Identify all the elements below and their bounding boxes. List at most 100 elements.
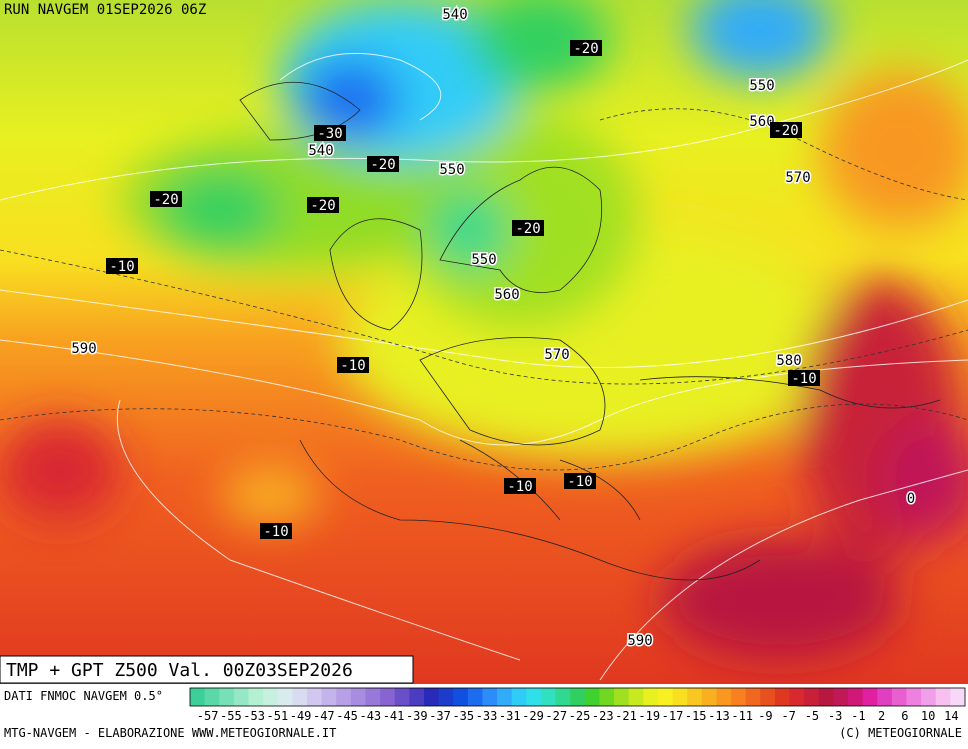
temperature-label-box <box>367 156 399 172</box>
temperature-label: -10 <box>109 259 134 275</box>
colorbar-swatch <box>731 688 747 706</box>
height-label: 570 <box>785 170 810 186</box>
temperature-label: -20 <box>370 157 395 173</box>
colorbar-swatch <box>526 688 542 706</box>
colorbar-tick-label: -53 <box>243 709 265 723</box>
colorbar-swatch <box>891 688 908 706</box>
colorbar-swatch <box>716 688 732 706</box>
colorbar-swatch <box>292 688 308 706</box>
temperature-label-box <box>564 473 596 489</box>
credit-label: MTG-NAVGEM - ELABORAZIONE WWW.METEOGIORN… <box>4 726 336 740</box>
colorbar-swatch <box>263 688 279 706</box>
temperature-label: -30 <box>317 126 342 142</box>
temperature-label-box <box>307 197 339 213</box>
colorbar-swatch <box>219 688 235 706</box>
colorbar-swatch <box>584 688 600 706</box>
colorbar-swatch <box>672 688 688 706</box>
colorbar-swatch <box>628 688 644 706</box>
colorbar-tick-label: -15 <box>685 709 707 723</box>
height-label: 580 <box>776 353 801 369</box>
colorbar-swatch <box>555 688 571 706</box>
map <box>0 0 968 684</box>
colorbar-tick-label: -39 <box>406 709 428 723</box>
temperature-label-box <box>788 370 820 386</box>
colorbar-swatch <box>804 688 820 706</box>
colorbar-swatch <box>511 688 527 706</box>
colorbar-tick-label: -23 <box>592 709 614 723</box>
colorbar-tick-label: 2 <box>878 709 885 723</box>
colorbar-tick-label: -35 <box>452 709 474 723</box>
colorbar-swatch <box>643 688 659 706</box>
colorbar-frame <box>189 687 966 707</box>
colorbar-swatch <box>350 688 366 706</box>
colorbar-tick-label: -3 <box>828 709 842 723</box>
height-label: 550 <box>749 78 774 94</box>
height-label: 560 <box>494 287 519 303</box>
temperature-label-box <box>512 220 544 236</box>
temperature-label-box <box>106 258 138 274</box>
height-label: 590 <box>627 633 652 649</box>
colorbar-tick-label: 10 <box>921 709 935 723</box>
colorbar-swatch <box>833 688 849 706</box>
colorbar-tick-label: -37 <box>429 709 451 723</box>
colorbar-tick-label: -7 <box>781 709 795 723</box>
height-label: 560 <box>749 114 774 130</box>
temperature-label: -20 <box>573 41 598 57</box>
colorbar-tick-label: -1 <box>851 709 865 723</box>
colorbar-tick-label: -9 <box>758 709 772 723</box>
colorbar-swatch <box>906 688 922 706</box>
colorbar-tick-label: -27 <box>545 709 567 723</box>
colorbar-tick-label: 6 <box>901 709 908 723</box>
colorbar-tick-label: 14 <box>944 709 958 723</box>
colorbar-swatch <box>921 688 937 706</box>
colorbar-tick-label: -43 <box>359 709 381 723</box>
colorbar-swatch <box>614 688 630 706</box>
colorbar-tick-label: -33 <box>476 709 498 723</box>
temperature-label: -10 <box>263 524 288 540</box>
colorbar-swatch <box>774 688 791 706</box>
colorbar-tick-label: -49 <box>290 709 312 723</box>
height-label: 540 <box>308 143 333 159</box>
colorbar-swatch <box>862 688 878 706</box>
temperature-label-box <box>770 122 802 138</box>
height-label: 540 <box>442 7 467 23</box>
colorbar-tick-label: -41 <box>383 709 405 723</box>
chart-title: TMP + GPT Z500 Val. 00Z03SEP2026 <box>6 660 353 681</box>
height-label: 570 <box>544 347 569 363</box>
colorbar-swatch <box>365 688 381 706</box>
temperature-label: -20 <box>310 198 335 214</box>
colorbar: -57 -55 -53 -51 -49 -47 -45 -43 -41 -39 -37 -35 -33-… <box>189 687 966 723</box>
temperature-label: -10 <box>340 358 365 374</box>
colorbar-swatch <box>277 688 293 706</box>
height-label: 550 <box>471 252 496 268</box>
colorbar-tick-label: -55 <box>220 709 242 723</box>
colorbar-tick-label: -57 <box>197 709 219 723</box>
colorbar-tick-label: -51 <box>267 709 289 723</box>
temperature-label-box <box>150 191 182 207</box>
temperature-label: -20 <box>773 123 798 139</box>
colorbar-swatch <box>848 688 864 706</box>
colorbar-swatch <box>482 688 498 706</box>
colorbar-tick-label: -25 <box>569 709 591 723</box>
colorbar-swatch <box>599 688 615 706</box>
run-label: RUN NAVGEM 01SEP2026 06Z <box>4 2 206 18</box>
temperature-label: -20 <box>515 221 540 237</box>
contour-labels: 540 540 550 550 560 570 550 560 570 590 580 590 -20 -… <box>70 6 917 651</box>
temperature-label-box <box>504 478 536 494</box>
copyright-label: (C) METEOGIORNALE <box>839 726 962 740</box>
colorbar-swatch <box>687 688 703 706</box>
colorbar-swatch <box>950 688 966 706</box>
colorbar-tick-label: -5 <box>805 709 819 723</box>
colorbar-swatch <box>570 688 586 706</box>
temperature-label: -10 <box>567 474 592 490</box>
colorbar-tick-label: -31 <box>499 709 521 723</box>
colorbar-swatch <box>818 688 834 706</box>
temperature-label: -10 <box>507 479 532 495</box>
colorbar-swatch <box>438 688 454 706</box>
colorbar-swatch <box>701 688 717 706</box>
title-box <box>0 655 414 684</box>
temperature-label-box <box>314 125 346 141</box>
colorbar-swatch <box>190 688 206 706</box>
temperature-label-box <box>260 523 292 539</box>
colorbar-swatch <box>409 688 425 706</box>
